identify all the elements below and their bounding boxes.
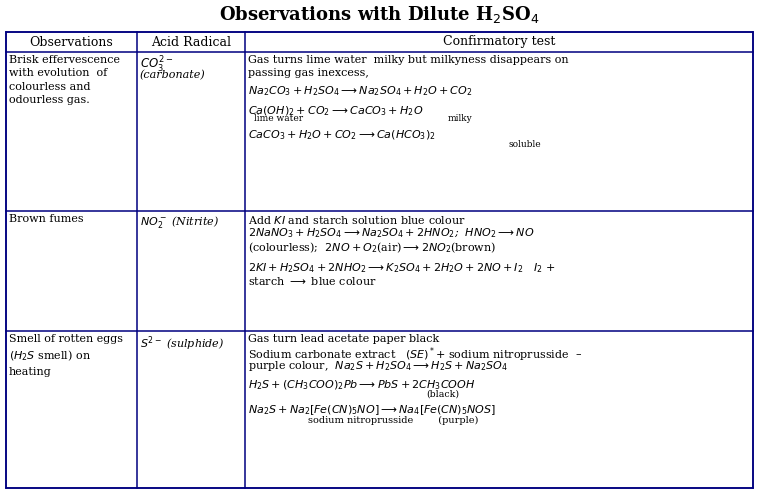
- Text: Brisk effervescence
with evolution  of
colourless and
odourless gas.: Brisk effervescence with evolution of co…: [9, 55, 120, 105]
- Text: Confirmatory test: Confirmatory test: [442, 35, 555, 48]
- Text: lime water: lime water: [254, 114, 303, 123]
- Text: $CO_3^{2-}$: $CO_3^{2-}$: [140, 55, 173, 75]
- Text: Smell of rotten eggs
$(H_2S$ smell) on
heating: Smell of rotten eggs $(H_2S$ smell) on h…: [9, 334, 123, 377]
- Text: $Na_2CO_3 + H_2SO_4 \longrightarrow Na_2SO_4 + H_2O + CO_2$: $Na_2CO_3 + H_2SO_4 \longrightarrow Na_2…: [248, 84, 473, 98]
- Text: Brown fumes: Brown fumes: [9, 214, 83, 224]
- Text: (black): (black): [426, 389, 459, 398]
- Text: Observations with Dilute H$_2$SO$_4$: Observations with Dilute H$_2$SO$_4$: [219, 4, 540, 25]
- Text: starch $\longrightarrow$ blue colour: starch $\longrightarrow$ blue colour: [248, 275, 376, 287]
- Text: $Na_2S + Na_2[Fe(CN)_5NO] \longrightarrow Na_4[Fe(CN)_5  NOS]$: $Na_2S + Na_2[Fe(CN)_5NO] \longrightarro…: [248, 403, 496, 417]
- Text: (carbonate): (carbonate): [140, 70, 206, 80]
- Text: $S^{2-}$ (sulphide): $S^{2-}$ (sulphide): [140, 334, 224, 352]
- Text: $NO_2^-$ (Nitrite): $NO_2^-$ (Nitrite): [140, 214, 219, 230]
- Text: Gas turn lead acetate paper black: Gas turn lead acetate paper black: [248, 334, 439, 344]
- Text: sodium nitroprusside        (purple): sodium nitroprusside (purple): [308, 416, 478, 425]
- Text: $CaCO_3 + H_2O + CO_2 \longrightarrow Ca(HCO_3)_2$: $CaCO_3 + H_2O + CO_2 \longrightarrow Ca…: [248, 128, 436, 141]
- Text: Add $KI$ and starch solution blue colour: Add $KI$ and starch solution blue colour: [248, 214, 466, 226]
- Text: milky: milky: [448, 114, 473, 123]
- Text: purple colour,  $Na_2S + H_2SO_4 \longrightarrow H_2S + Na_2SO_4$: purple colour, $Na_2S + H_2SO_4 \longrig…: [248, 359, 508, 373]
- Text: $2KI + H_2SO_4 + 2NHO_2 \longrightarrow K_2SO_4 + 2H_2O + 2NO + I_2$   $I_2$ +: $2KI + H_2SO_4 + 2NHO_2 \longrightarrow …: [248, 261, 556, 275]
- Text: Sodium carbonate extract   $(SE)^*$+ sodium nitroprusside  –: Sodium carbonate extract $(SE)^*$+ sodiu…: [248, 345, 582, 364]
- Text: soluble: soluble: [508, 140, 540, 149]
- Text: $Ca(OH)_2 + CO_2 \longrightarrow CaCO_3 + H_2O$: $Ca(OH)_2 + CO_2 \longrightarrow CaCO_3 …: [248, 104, 424, 118]
- Text: Acid Radical: Acid Radical: [151, 35, 231, 48]
- Text: Gas turns lime water  milky but milkyness disappears on
passing gas inexcess,: Gas turns lime water milky but milkyness…: [248, 55, 568, 78]
- Text: (colourless);  $2NO + O_2$(air)$\longrightarrow 2NO_2$(brown): (colourless); $2NO + O_2$(air)$\longrigh…: [248, 240, 496, 255]
- Text: $2NaNO_3 + H_2SO_4 \longrightarrow Na_2SO_4 + 2HNO_2$;  $HNO_2 \longrightarrow N: $2NaNO_3 + H_2SO_4 \longrightarrow Na_2S…: [248, 226, 534, 240]
- Text: $H_2S + (CH_3COO)_2Pb \longrightarrow PbS + 2CH_3COOH$: $H_2S + (CH_3COO)_2Pb \longrightarrow Pb…: [248, 378, 475, 391]
- Text: Observations: Observations: [30, 35, 113, 48]
